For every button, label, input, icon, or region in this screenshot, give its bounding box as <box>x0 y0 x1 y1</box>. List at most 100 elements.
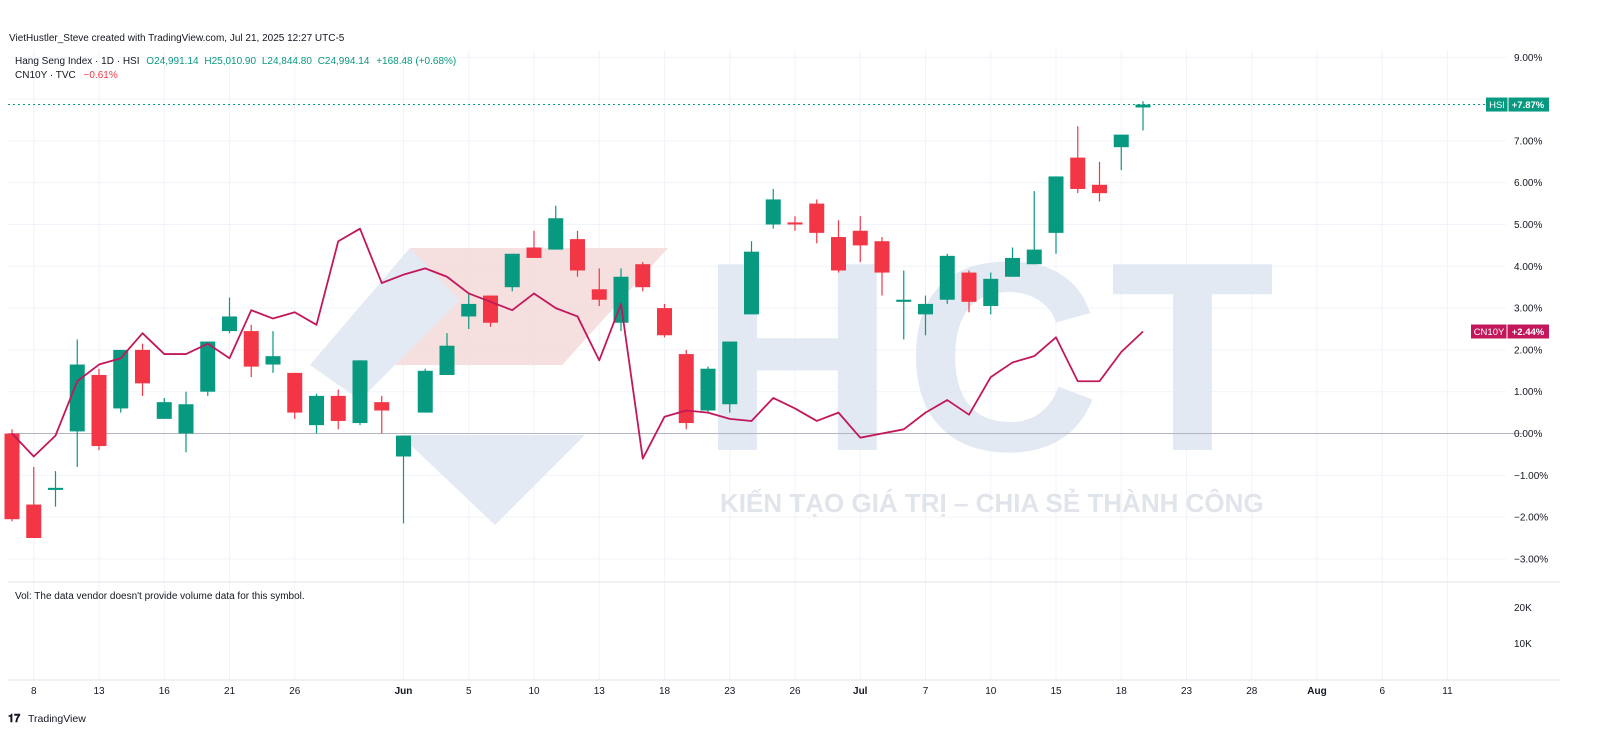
x-axis: 8 13 16 21 26 Jun 5 10 13 18 23 26 Jul 7 10 15 18 23 28 Aug… <box>31 686 1453 697</box>
candle-body <box>265 356 281 365</box>
candle <box>1070 126 1086 194</box>
y-tick-label: 3.00% <box>1514 304 1542 315</box>
x-tick-label: 28 <box>1246 686 1258 697</box>
candle-body <box>635 264 651 288</box>
candle <box>1048 176 1064 254</box>
candle-body <box>461 303 477 317</box>
candle <box>200 341 216 396</box>
candle <box>657 303 672 338</box>
watermark-letters: HCT <box>700 207 1285 508</box>
candle <box>570 230 585 277</box>
candle <box>1092 161 1107 202</box>
candle <box>309 393 324 434</box>
candle <box>178 391 194 453</box>
hsi-legend-row[interactable]: Hang Seng Index · 1D · HSI O24,991.14 H2… <box>15 56 456 67</box>
candle <box>700 366 716 413</box>
candle <box>265 331 281 373</box>
candle <box>461 293 477 329</box>
hsi-legend-open: O24,991.14 <box>146 56 199 67</box>
candle <box>613 268 629 332</box>
x-tick-label: 15 <box>1050 686 1062 697</box>
cn10y-line <box>11 227 1144 460</box>
attribution-text: VietHustler_Steve created with TradingVi… <box>9 33 345 44</box>
candle-body <box>417 370 433 413</box>
candle <box>1005 247 1020 277</box>
candle-body <box>570 239 585 271</box>
candle-body <box>809 203 825 233</box>
candle-body <box>1113 134 1129 148</box>
y-tick-label: 9.00% <box>1514 53 1542 64</box>
cn10y-badge-value: +2.44% <box>1512 327 1545 338</box>
candle <box>831 220 846 273</box>
candle <box>417 368 433 413</box>
hsi-legend-change: +168.48 (+0.68%) <box>376 56 456 67</box>
candle-body <box>69 364 85 432</box>
candle <box>156 397 172 419</box>
candle <box>744 241 759 315</box>
candle <box>1026 191 1042 265</box>
x-tick-label: 13 <box>594 686 606 697</box>
candle <box>48 471 63 507</box>
candle-body <box>896 299 912 302</box>
x-tick-label: 18 <box>1116 686 1128 697</box>
y-tick-label: 4.00% <box>1514 262 1542 273</box>
x-tick-label: 8 <box>31 686 37 697</box>
y-tick-label: 7.00% <box>1514 136 1542 147</box>
x-tick-label: 23 <box>724 686 736 697</box>
x-tick-label: 10 <box>528 686 540 697</box>
candle-body <box>135 349 150 384</box>
candle <box>874 237 890 296</box>
candle-body <box>852 230 868 246</box>
hsi-legend-name: Hang Seng Index · 1D · HSI <box>15 56 140 67</box>
watermark: HCT KIẾN TẠO GIÁ TRỊ – CHIA SẺ THÀNH CÔN… <box>310 207 1285 525</box>
candle <box>548 205 564 250</box>
candle-body <box>243 331 259 367</box>
candle <box>135 343 150 396</box>
watermark-slogan: KIẾN TẠO GIÁ TRỊ – CHIA SẺ THÀNH CÔNG <box>720 488 1264 518</box>
candle <box>722 341 738 413</box>
candle-body <box>657 308 672 336</box>
candle <box>678 349 694 430</box>
x-tick-label: 26 <box>289 686 301 697</box>
y-tick-label: −1.00% <box>1514 471 1548 482</box>
candle-body <box>831 237 846 271</box>
x-tick-label: 23 <box>1181 686 1193 697</box>
candle <box>961 270 977 313</box>
candle <box>374 395 390 434</box>
candle-body <box>352 360 368 424</box>
candle-body <box>26 504 42 538</box>
candle <box>939 253 955 304</box>
candle <box>809 199 825 244</box>
hsi-badge-bg <box>1486 97 1549 112</box>
tradingview-logo[interactable]: 𝟏𝟕 TradingView <box>8 713 86 725</box>
candle <box>504 253 520 292</box>
candle-body <box>330 395 346 421</box>
hsi-legend-low: L24,844.80 <box>262 56 312 67</box>
candle <box>243 324 259 378</box>
hsi-legend-close: C24,994.14 <box>318 56 370 67</box>
candle-body <box>1070 157 1086 189</box>
candle-body <box>591 289 607 300</box>
x-tick-label: Jun <box>395 686 413 697</box>
candle-body <box>678 354 694 424</box>
cn10y-legend-row[interactable]: CN10Y · TVC −0.61% <box>15 70 118 81</box>
candle-body <box>1048 176 1064 233</box>
cn10y-legend-change: −0.61% <box>84 70 118 81</box>
candle-body <box>874 241 890 273</box>
volume-tick-10k: 10K <box>1514 639 1532 650</box>
candle <box>896 270 912 340</box>
y-tick-label: −2.00% <box>1514 513 1548 524</box>
volume-tick-20k: 20K <box>1514 603 1532 614</box>
candle-body <box>287 372 303 413</box>
candle-body <box>374 402 390 411</box>
x-tick-label: Jul <box>853 686 868 697</box>
candle-body <box>1135 104 1151 108</box>
x-tick-label: Aug <box>1307 686 1326 697</box>
candle-body <box>526 247 542 258</box>
y-axis: 9.00% 7.00% 6.00% 5.00% 4.00% 3.00% 2.00% 1.00%… <box>1514 53 1548 566</box>
candle-body <box>178 404 194 434</box>
candle-body <box>113 349 129 409</box>
candle-body <box>939 255 955 300</box>
y-tick-label: 2.00% <box>1514 345 1542 356</box>
x-tick-label: 18 <box>659 686 671 697</box>
